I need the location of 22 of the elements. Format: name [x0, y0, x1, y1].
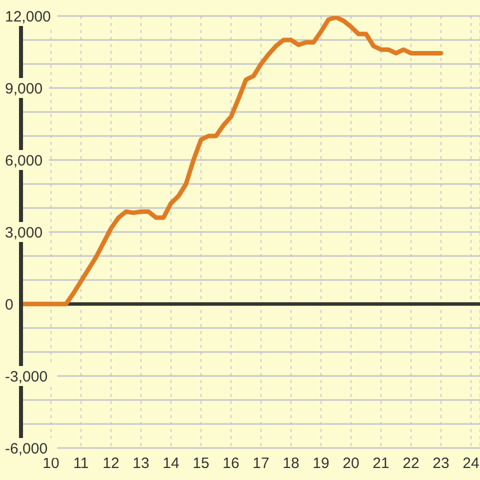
y-tick-label: 12,000: [5, 8, 51, 26]
x-tick-label: 16: [222, 455, 240, 472]
x-tick-label: 15: [192, 455, 210, 472]
x-tick-label: 22: [402, 455, 420, 472]
x-tick-label: 13: [132, 455, 150, 472]
x-tick-label: 18: [282, 455, 300, 472]
x-tick-label: 21: [372, 455, 390, 472]
y-tick-label: -3,000: [5, 368, 48, 386]
x-tick-label: 11: [73, 455, 89, 472]
x-tick-label: 20: [342, 455, 360, 472]
y-tick-label: 3,000: [5, 224, 43, 242]
x-tick-label: 10: [42, 455, 60, 472]
x-tick-label: 14: [162, 455, 180, 472]
y-tick-label: 0: [5, 296, 14, 314]
x-tick-label: 19: [312, 455, 330, 472]
x-tick-label: 24: [462, 455, 480, 472]
x-tick-label: 17: [252, 455, 270, 472]
x-tick-label: 12: [102, 455, 120, 472]
x-tick-label: 23: [432, 455, 450, 472]
y-tick-label: -6,000: [5, 440, 48, 458]
y-tick-label: 6,000: [5, 152, 43, 170]
y-tick-label: 9,000: [5, 80, 43, 98]
